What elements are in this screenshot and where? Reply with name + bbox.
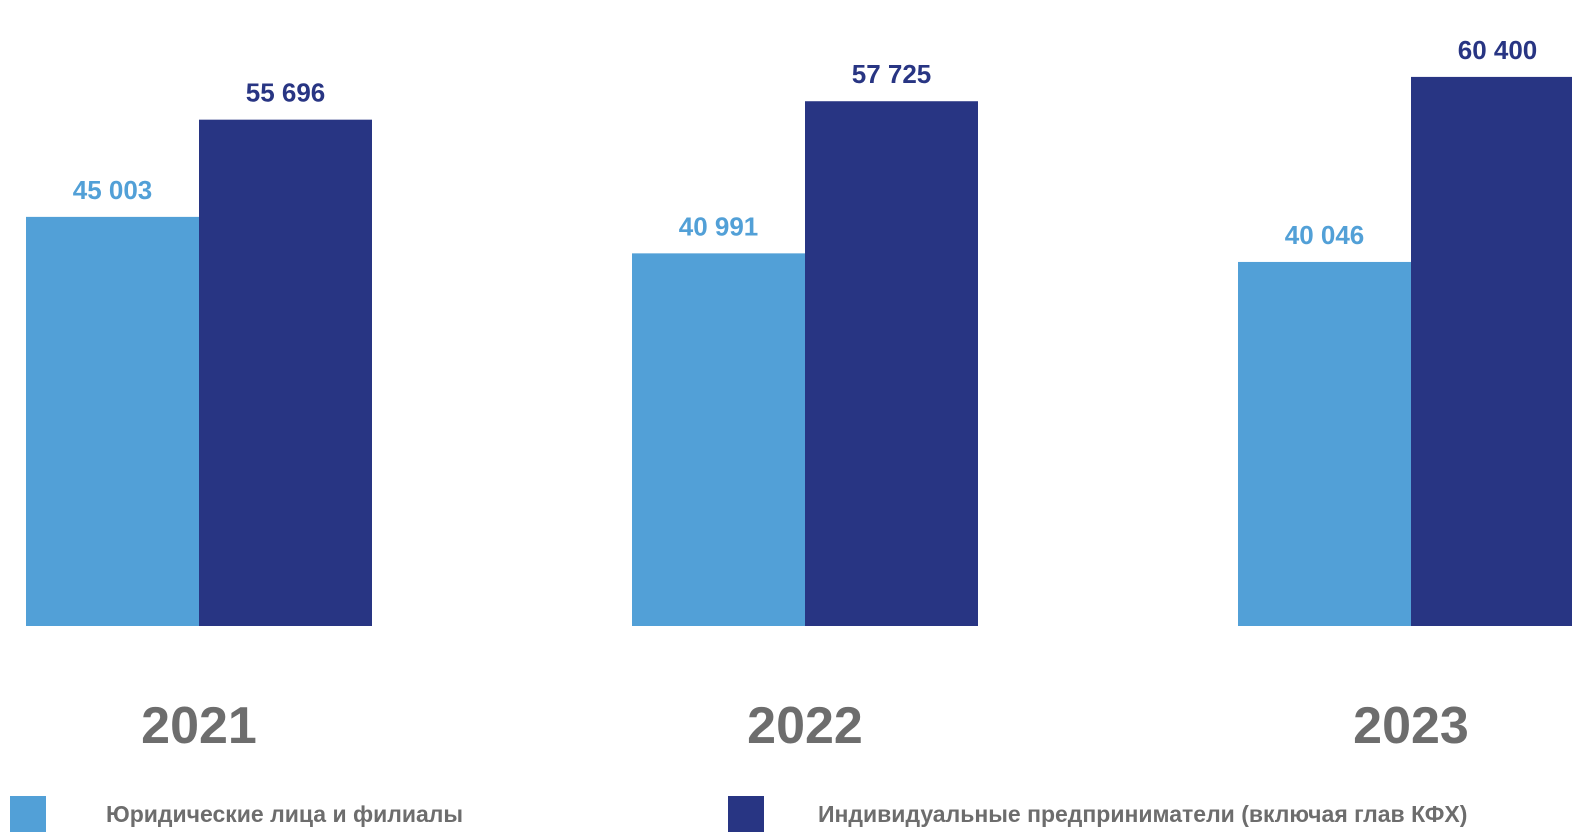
bar-2022-series-1: [632, 253, 805, 626]
category-label-2023: 2023: [1353, 697, 1469, 755]
bar-2022-series-2: [805, 101, 978, 626]
legend-label-entrepreneurs: Индивидуальные предприниматели (включая …: [818, 800, 1468, 827]
value-label-2021-series-1: 45 003: [73, 175, 153, 205]
value-label-2023-series-1: 40 046: [1285, 220, 1365, 250]
category-labels-layer: 2021 2022 2023: [141, 697, 1469, 755]
bar-2023-series-1: [1238, 261, 1411, 626]
value-label-2023-series-2: 60 400: [1458, 35, 1538, 65]
value-label-2022-series-2: 57 725: [852, 59, 932, 89]
value-label-2021-series-2: 55 696: [246, 78, 326, 108]
bar-2023-series-2: [1411, 76, 1572, 627]
bar-2021-series-2: [199, 119, 372, 626]
legend-swatch-legal-entities: [10, 796, 46, 832]
value-labels-layer: 45 003 55 696 40 991 57 725 40 046 60 400: [73, 35, 1538, 250]
value-label-2022-series-1: 40 991: [679, 211, 759, 241]
legend-label-legal-entities: Юридические лица и филиалы: [106, 800, 464, 827]
category-label-2022: 2022: [747, 697, 863, 755]
legend-swatch-entrepreneurs: [728, 796, 764, 832]
legend-item-entrepreneurs: Индивидуальные предприниматели (включая …: [728, 796, 1467, 832]
category-label-2021: 2021: [141, 697, 257, 755]
bars-layer: [26, 76, 1572, 627]
legend-item-legal-entities: Юридические лица и филиалы: [10, 796, 463, 832]
bar-2021-series-1: [26, 216, 199, 626]
